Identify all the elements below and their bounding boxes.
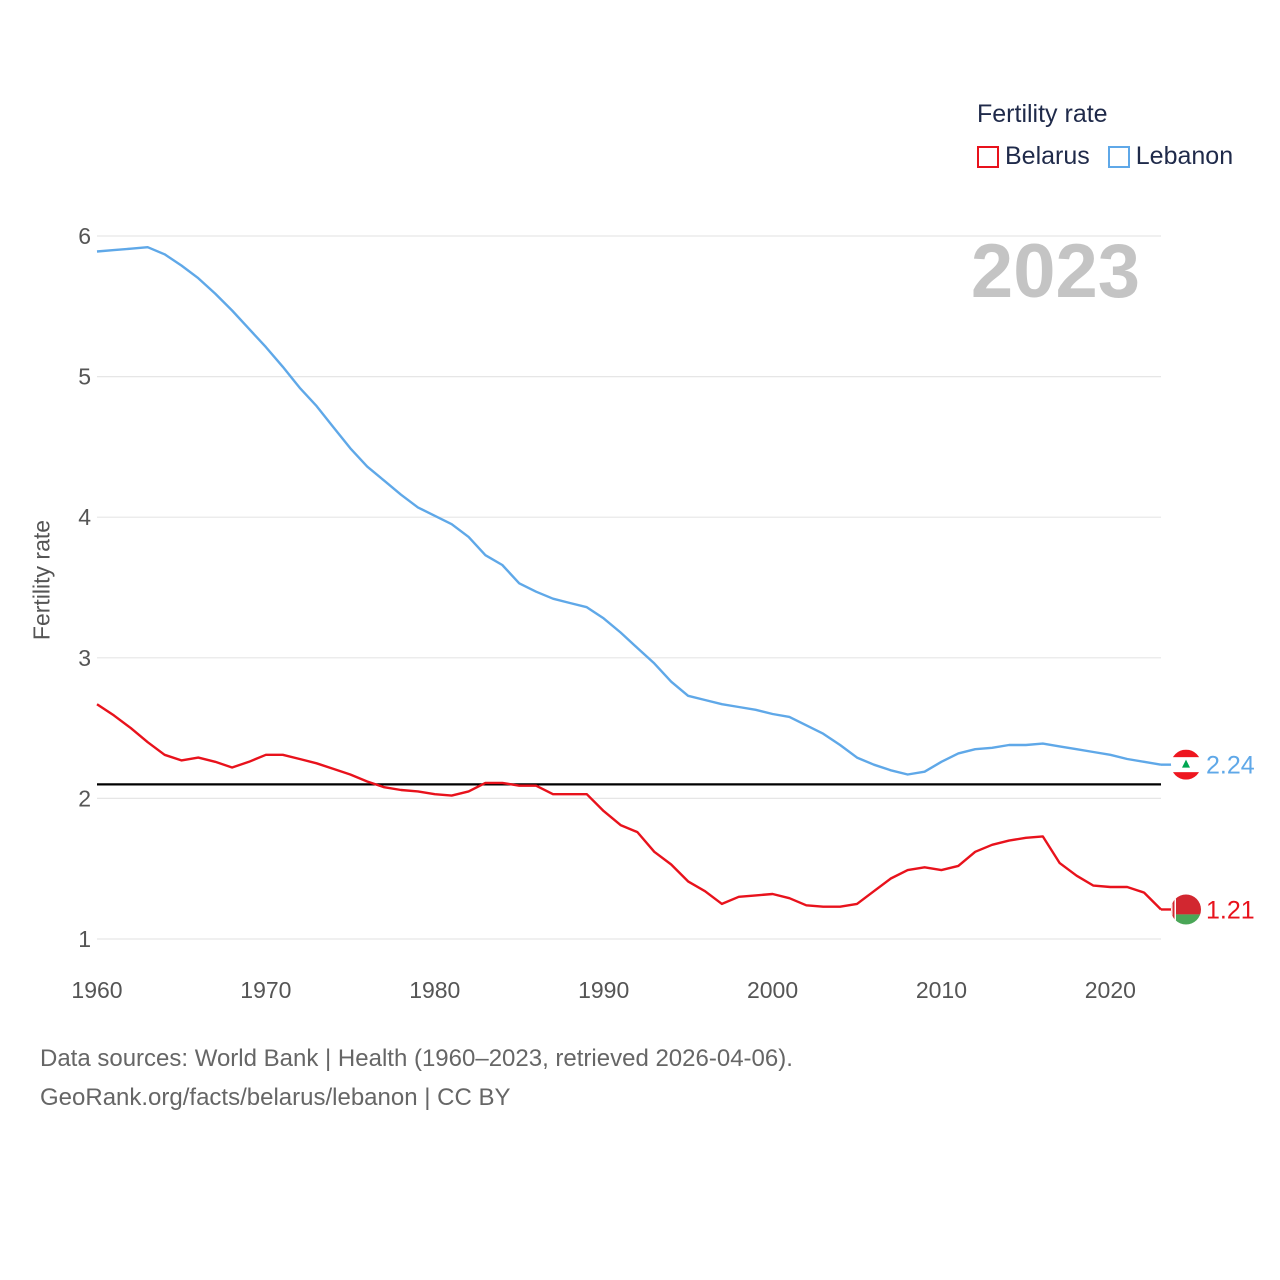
fertility-chart: 1 2 3 4 5 6 1960 1970 1980 1990 2000 2010 2020 1.21 2.…: [71, 223, 1255, 1003]
x-tick-label: 2020: [1085, 977, 1136, 1003]
end-label-belarus: 1.21: [1206, 896, 1255, 924]
x-tick-label: 1970: [240, 977, 291, 1003]
series-line-belarus: [96, 703, 1162, 911]
legend-swatch-belarus: [977, 145, 999, 168]
end-label-lebanon: 2.24: [1206, 752, 1255, 780]
x-tick-label: 1960: [71, 977, 122, 1003]
legend-title: Fertility rate: [977, 100, 1108, 128]
year-label: 2023: [970, 229, 1140, 314]
x-tick-label: 1990: [578, 977, 629, 1003]
x-tick-label: 2010: [916, 977, 967, 1003]
legend-swatch-lebanon: [1107, 145, 1130, 168]
y-tick-label: 5: [78, 364, 91, 390]
legend-label-lebanon: Lebanon: [1135, 142, 1234, 170]
y-tick-label: 2: [78, 785, 91, 811]
x-tick-label: 1980: [409, 977, 460, 1003]
legend-item-lebanon[interactable]: Lebanon: [1107, 142, 1234, 171]
y-tick-label: 3: [78, 645, 91, 671]
belarus-flag-icon: [1171, 894, 1201, 925]
lebanon-flag-icon: [1171, 749, 1201, 780]
footer-sources: Data sources: World Bank | Health (1960–…: [40, 1045, 793, 1072]
legend-label-belarus: Belarus: [1005, 142, 1090, 170]
legend: Belarus Lebanon: [977, 142, 1251, 171]
y-tick-label: 6: [78, 223, 91, 249]
legend-item-belarus[interactable]: Belarus: [977, 142, 1090, 171]
series-line-lebanon: [96, 245, 1162, 776]
y-tick-label: 4: [78, 504, 91, 530]
y-tick-label: 1: [78, 926, 91, 952]
footer-credit[interactable]: GeoRank.org/facts/belarus/lebanon | CC B…: [40, 1084, 511, 1111]
x-tick-label: 2000: [747, 977, 798, 1003]
